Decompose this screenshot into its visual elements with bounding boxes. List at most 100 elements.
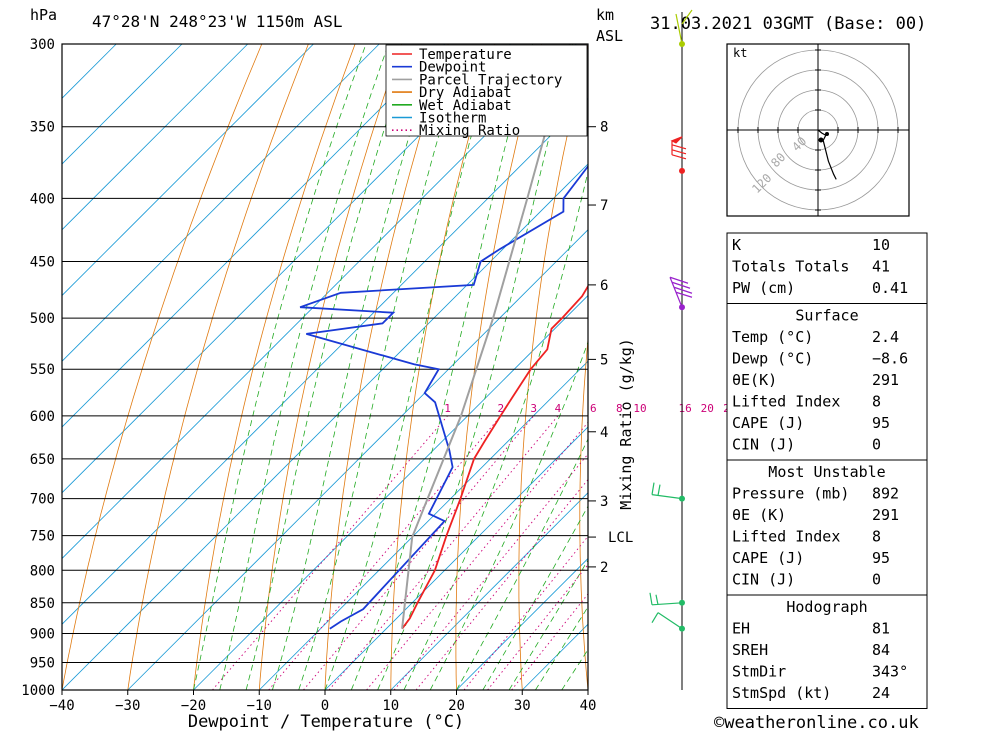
pressure-tick-label: 550 <box>30 362 55 378</box>
temperature-tick-label: 40 <box>580 698 597 714</box>
surface-label: CIN (J) <box>732 436 795 454</box>
pressure-tick-label: 650 <box>30 452 55 468</box>
isotherm-line <box>0 44 116 690</box>
surface-label: θE(K) <box>732 371 777 389</box>
mixing-ratio-line <box>269 416 501 690</box>
mixing-ratio-labels: 12346810162025 <box>444 402 736 415</box>
wet-adiabat-line <box>404 44 619 690</box>
dry-adiabat-line <box>128 44 309 690</box>
dry-adiabat-line <box>456 44 542 690</box>
km-tick-label: 3 <box>600 494 608 510</box>
hodograph-table-label: StmSpd (kt) <box>732 684 831 702</box>
pressure-tick-label: 500 <box>30 311 55 327</box>
wind-barb <box>652 483 682 499</box>
storm-motion-dot <box>819 138 824 143</box>
location-title: 47°28'N 248°23'W 1150m ASL <box>92 12 342 31</box>
hodograph-table-value: 343° <box>872 663 908 681</box>
most-unstable-label: Lifted Index <box>732 528 840 546</box>
mixing-ratio-label: 2 <box>497 402 504 415</box>
surface-label: Dewp (°C) <box>732 350 813 368</box>
mixing-ratio-label: 1 <box>444 402 451 415</box>
wind-barb <box>652 613 682 629</box>
indices-label: PW (cm) <box>732 279 795 297</box>
wet-adiabat-line <box>457 44 734 690</box>
temperature-tick-label: −30 <box>115 698 140 714</box>
hodograph-table-label: SREH <box>732 641 768 659</box>
isotherm-line <box>0 44 642 690</box>
pressure-tick-label: 600 <box>30 409 55 425</box>
indices-value: 41 <box>872 258 890 276</box>
isotherm-line <box>0 44 182 690</box>
lcl-label: LCL <box>608 530 633 546</box>
pressure-tick-label: 750 <box>30 529 55 545</box>
wet-adiabat-line <box>246 44 412 690</box>
temperature-tick-label: 30 <box>514 698 531 714</box>
most-unstable-label: CIN (J) <box>732 571 795 589</box>
surface-value: −8.6 <box>872 350 908 368</box>
pressure-tick-label: 1000 <box>21 683 55 699</box>
wind-barb-dot <box>679 168 685 174</box>
surface-title: Surface <box>795 307 858 325</box>
mixing-ratio-label: 4 <box>555 402 562 415</box>
most-unstable-value: 0 <box>872 571 881 589</box>
wet-adiabat-line <box>194 44 367 690</box>
hodograph-kt-label: kt <box>733 46 747 60</box>
legend-item: Mixing Ratio <box>419 123 520 139</box>
surface-label: Temp (°C) <box>732 328 813 346</box>
km-tick-label: 2 <box>600 560 608 576</box>
pressure-tick-label: 350 <box>30 120 55 136</box>
mixing-ratio-label: 20 <box>701 402 714 415</box>
surface-value: 8 <box>872 393 881 411</box>
most-unstable-value: 95 <box>872 549 890 567</box>
asl-label: ASL <box>596 27 623 45</box>
surface-value: 291 <box>872 371 899 389</box>
km-tick-label: 8 <box>600 120 608 136</box>
x-axis-title: Dewpoint / Temperature (°C) <box>188 712 464 732</box>
wet-adiabat-line <box>299 44 467 690</box>
most-unstable-label: Pressure (mb) <box>732 485 849 503</box>
hpa-label: hPa <box>30 6 57 24</box>
hodograph-table-label: StmDir <box>732 663 786 681</box>
indices-label: K <box>732 236 741 254</box>
km-tick-label: 7 <box>600 198 608 214</box>
indices-value: 0.41 <box>872 279 908 297</box>
pressure-tick-label: 800 <box>30 563 55 579</box>
right-axis-title: Mixing Ratio (g/kg) <box>617 338 635 510</box>
surface-value: 95 <box>872 414 890 432</box>
mixing-ratio-label: 3 <box>530 402 537 415</box>
hodograph-table-value: 84 <box>872 641 890 659</box>
km-tick-label: 5 <box>600 352 608 368</box>
surface-label: CAPE (J) <box>732 414 804 432</box>
indices-value: 10 <box>872 236 890 254</box>
wet-adiabat-line <box>430 44 673 690</box>
surface-value: 2.4 <box>872 328 899 346</box>
pressure-tick-label: 700 <box>30 492 55 508</box>
isotherm-line <box>0 44 379 690</box>
temperature-tick-label: −40 <box>49 698 74 714</box>
pressure-tick-labels: 3003504004505005506006507007508008509009… <box>21 37 55 699</box>
most-unstable-value: 8 <box>872 528 881 546</box>
km-tick-label: 4 <box>600 425 608 441</box>
pressure-tick-label: 900 <box>30 626 55 642</box>
hodograph-table-title: Hodograph <box>786 598 867 616</box>
hodograph-table-label: EH <box>732 620 750 638</box>
datetime-title: 31.03.2021 03GMT (Base: 00) <box>650 14 926 34</box>
mixing-ratio-line <box>367 416 594 690</box>
most-unstable-value: 892 <box>872 485 899 503</box>
dry-adiabat-line <box>959 44 1000 690</box>
most-unstable-title: Most Unstable <box>768 463 885 481</box>
mixing-ratio-label: 10 <box>633 402 646 415</box>
wet-adiabat-line <box>220 44 389 690</box>
credit-text: ©weatheronline.co.uk <box>714 713 919 733</box>
mixing-ratio-label: 16 <box>678 402 691 415</box>
pressure-tick-label: 950 <box>30 655 55 671</box>
pressure-tick-label: 300 <box>30 37 55 53</box>
dry-adiabat-line <box>696 44 728 690</box>
mixing-ratio-line <box>394 416 619 690</box>
km-tick-label: 6 <box>600 278 608 294</box>
surface-label: Lifted Index <box>732 393 840 411</box>
mixing-ratio-line <box>416 416 640 690</box>
